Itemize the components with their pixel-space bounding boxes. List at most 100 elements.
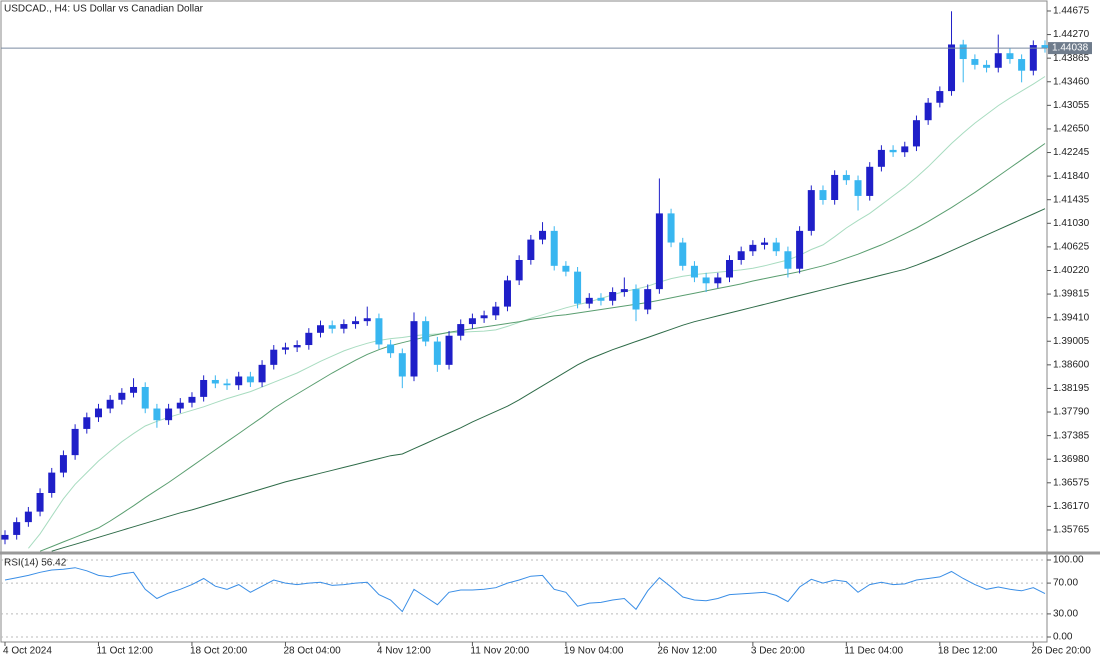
candle-body [48,472,56,493]
candle-body [889,149,897,153]
candle-body [620,289,628,293]
candle-body [562,265,570,272]
y-tick-label: 1.40220 [1053,265,1090,276]
candle-body [550,230,558,266]
candle-body [270,349,278,365]
candle-body [1,534,9,540]
candle-body [702,277,710,284]
candle-body [13,522,21,535]
y-tick-label: 1.37790 [1053,407,1090,418]
y-tick-label: 0.00 [1053,632,1073,643]
candle-body [866,166,874,196]
candle-body [410,321,418,377]
candle-body [796,230,804,269]
candle-body [211,379,219,384]
candle-body [200,379,208,397]
y-tick-label: 1.38600 [1053,359,1090,370]
candle-body [807,190,815,231]
y-tick-label: 1.36170 [1053,501,1090,512]
candle-body [761,242,769,245]
candle-body [422,321,430,342]
candle-body [281,347,289,350]
x-tick-label: 26 Dec 20:00 [1031,646,1091,657]
rsi-title: RSI(14) 56.42 [4,558,67,569]
candle-body [948,44,956,92]
moving-average [51,208,1046,552]
candle-body [842,174,850,181]
y-tick-label: 1.41030 [1053,218,1090,229]
y-tick-label: 1.39815 [1053,289,1090,300]
candle-body [644,289,652,310]
y-tick-label: 1.41840 [1053,171,1090,182]
last-price-box [1048,42,1092,55]
candle-body [235,376,243,386]
candle-body [468,318,476,325]
x-tick-label: 28 Oct 04:00 [283,646,341,657]
candle-body [71,428,79,456]
candle-body [246,376,254,383]
candle-body [1041,45,1049,49]
y-tick-label: 1.37385 [1053,430,1090,441]
candle-body [445,335,453,365]
candle-body [118,392,126,400]
candle-body [936,91,944,103]
candle-body [574,271,582,304]
candle-body [597,297,605,301]
candle-body [24,511,32,523]
candle-body [340,324,348,329]
candle-body [387,344,395,354]
candle-body [901,146,909,153]
candle-body [854,180,862,196]
x-tick-label: 3 Dec 20:00 [751,646,805,657]
candle-body [515,259,523,281]
candle-body [363,318,371,322]
candle-body [959,44,967,60]
candle-body [328,325,336,329]
candle-body [714,277,722,284]
candle-body [83,417,91,429]
candle-body [352,321,360,325]
y-tick-label: 1.39005 [1053,336,1090,347]
x-tick-label: 11 Dec 04:00 [844,646,903,657]
candle-body [94,408,102,418]
candle-body [667,213,675,243]
candle-body [539,230,547,240]
candle-body [457,324,465,336]
candle-body [375,318,383,345]
candle-body [59,455,67,473]
rsi-line [4,567,1046,613]
y-tick-label: 1.44270 [1053,29,1090,40]
y-tick-label: 1.36980 [1053,454,1090,465]
x-tick-label: 4 Nov 12:00 [377,646,431,657]
candle-body [188,396,196,403]
candle-body [293,345,301,348]
candle-body [258,364,266,383]
y-tick-label: 1.43865 [1053,53,1090,64]
y-tick-label: 1.43055 [1053,100,1090,111]
moving-average [28,76,1046,549]
candle-body [983,64,991,68]
y-tick-label: 1.42245 [1053,147,1090,158]
candle-body [305,332,313,346]
x-tick-label: 18 Dec 12:00 [938,646,998,657]
candle-body [1006,53,1014,60]
candle-body [130,386,138,393]
candle-body [749,244,757,252]
candle-body [503,280,511,307]
candle-body [1018,59,1026,71]
candle-body [106,399,114,409]
candle-body [36,492,44,512]
x-tick-label: 4 Oct 2024 [3,646,52,657]
candle-body [141,386,149,409]
candle-body [632,289,640,310]
y-tick-label: 1.36575 [1053,477,1090,488]
x-tick-label: 11 Nov 20:00 [470,646,529,657]
candle-body [924,102,932,121]
y-tick-label: 1.35765 [1053,525,1090,536]
candle-body [165,408,173,421]
y-tick-label: 1.42650 [1053,124,1090,135]
y-tick-label: 1.40625 [1053,242,1090,253]
candle-body [398,353,406,377]
candle-body [433,341,441,365]
